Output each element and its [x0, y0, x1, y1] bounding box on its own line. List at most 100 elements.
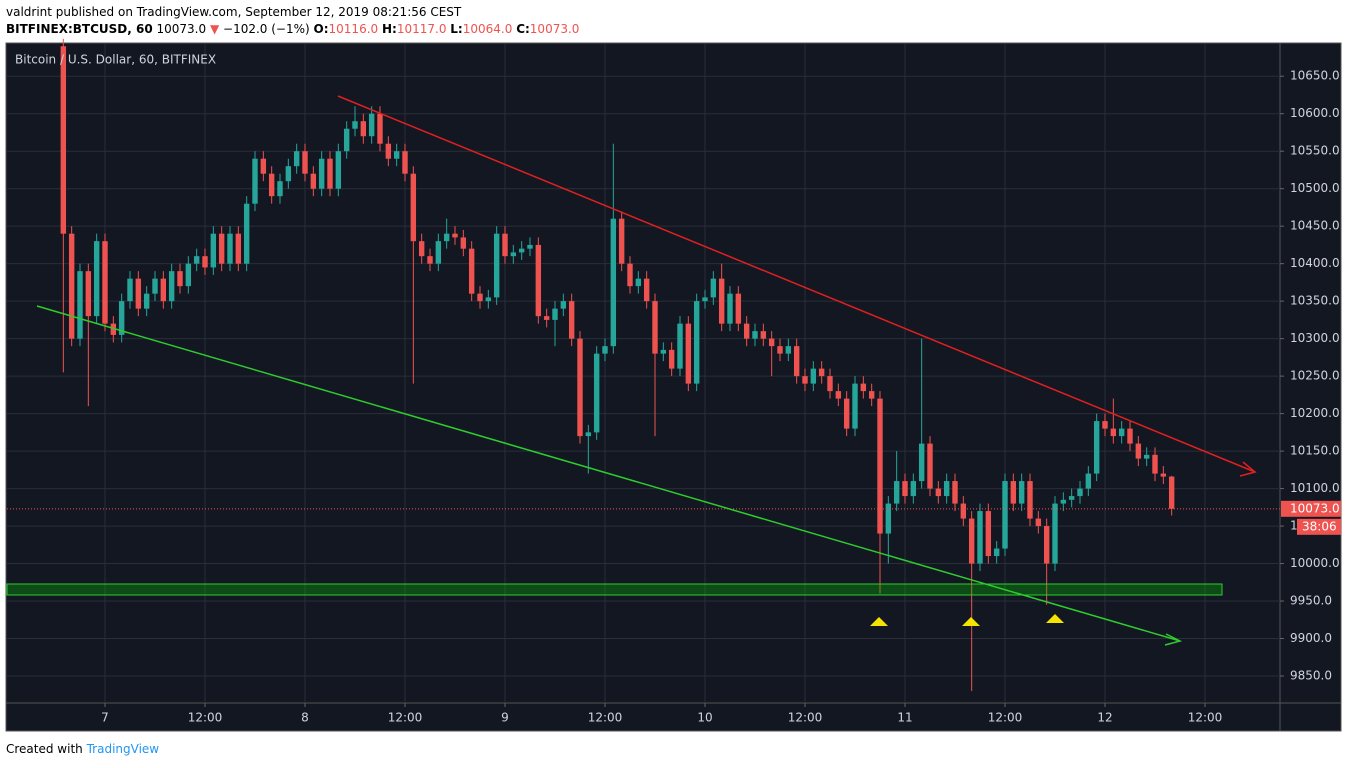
body — [1002, 481, 1008, 549]
y-tick-label: 10100.0 — [1290, 481, 1340, 495]
body — [1052, 503, 1058, 564]
body — [610, 218, 617, 347]
countdown-box — [1297, 518, 1341, 535]
body — [1093, 421, 1100, 474]
body — [1018, 481, 1025, 504]
support-zone — [6, 583, 1223, 596]
body — [1068, 496, 1075, 500]
body — [310, 173, 317, 189]
body — [752, 331, 758, 339]
body — [810, 368, 817, 384]
body — [860, 383, 867, 392]
body — [418, 241, 425, 257]
body — [727, 293, 733, 324]
body — [352, 121, 358, 129]
body — [485, 297, 492, 302]
body — [302, 151, 308, 174]
body — [493, 233, 500, 298]
arrow: ▼ — [209, 22, 220, 36]
x-tick-label: 7 — [101, 711, 109, 725]
body — [827, 376, 833, 392]
resistance-line — [337, 95, 1256, 473]
body — [960, 503, 967, 519]
last: 10073.0 — [156, 22, 207, 36]
body — [127, 278, 133, 302]
body — [1027, 481, 1033, 519]
body — [143, 293, 150, 309]
chart-bg — [5, 42, 1342, 732]
x-tick-label: 12:00 — [1188, 711, 1223, 725]
body — [252, 158, 258, 204]
body — [743, 323, 750, 339]
body — [527, 244, 533, 249]
y-tick-label: 10300.0 — [1290, 331, 1340, 345]
y-tick-label: 10350.0 — [1290, 294, 1340, 308]
body — [602, 346, 608, 354]
body — [343, 128, 350, 152]
body — [568, 301, 575, 339]
marker — [962, 617, 980, 626]
body — [1043, 526, 1050, 564]
y-tick-label: 10000.0 — [1290, 556, 1340, 570]
body — [235, 233, 242, 264]
body — [685, 323, 692, 384]
y-tick-label: 10650.0 — [1290, 69, 1340, 83]
body — [1118, 428, 1125, 437]
body — [1168, 476, 1175, 509]
last-price-label: 10073.0 — [1290, 501, 1340, 515]
body — [227, 233, 233, 264]
body — [102, 241, 108, 324]
y-tick-label: 9900.0 — [1290, 631, 1332, 645]
body — [510, 252, 517, 257]
body — [118, 301, 125, 335]
countdown: 38:06 — [1302, 519, 1337, 533]
change: −102.0 (−1%) — [223, 22, 310, 36]
body — [935, 488, 942, 497]
body — [377, 113, 383, 144]
body — [593, 353, 600, 433]
x-tick-label: 12:00 — [588, 711, 623, 725]
body — [577, 338, 583, 437]
symbol: BITFINEX:BTCUSD, 60 — [6, 22, 153, 36]
body — [327, 158, 333, 189]
body — [60, 46, 67, 234]
body — [968, 518, 975, 564]
body — [285, 166, 292, 182]
body — [868, 391, 875, 399]
y-tick-label: 10600.0 — [1290, 106, 1340, 120]
body — [385, 143, 392, 159]
y-tick-label: 9950.0 — [1290, 594, 1332, 608]
candles — [7, 38, 1280, 692]
body — [1077, 488, 1083, 497]
body — [135, 278, 142, 309]
body — [1143, 454, 1150, 459]
body — [643, 278, 650, 302]
body — [760, 331, 767, 339]
x-tick-label: 12:00 — [188, 711, 223, 725]
l-val: 10064.0 — [462, 22, 513, 36]
body — [427, 256, 433, 264]
body — [652, 301, 658, 354]
body — [410, 173, 417, 242]
body — [710, 278, 717, 298]
o-val: 10116.0 — [328, 22, 379, 36]
body — [918, 443, 925, 482]
c-val: 10073.0 — [529, 22, 580, 36]
body — [1085, 473, 1092, 489]
x-tick-label: 12:00 — [388, 711, 423, 725]
body — [635, 278, 642, 287]
body — [793, 346, 800, 377]
body — [152, 278, 158, 294]
last-price-box — [1281, 500, 1341, 517]
body — [660, 349, 667, 354]
created: Created with — [6, 742, 83, 756]
body — [893, 481, 900, 504]
body — [1035, 518, 1042, 527]
drawings — [6, 95, 1257, 646]
body — [585, 432, 592, 437]
body — [835, 391, 842, 399]
body — [768, 338, 775, 347]
body — [243, 203, 250, 264]
y-tick-label: 10200.0 — [1290, 406, 1340, 420]
